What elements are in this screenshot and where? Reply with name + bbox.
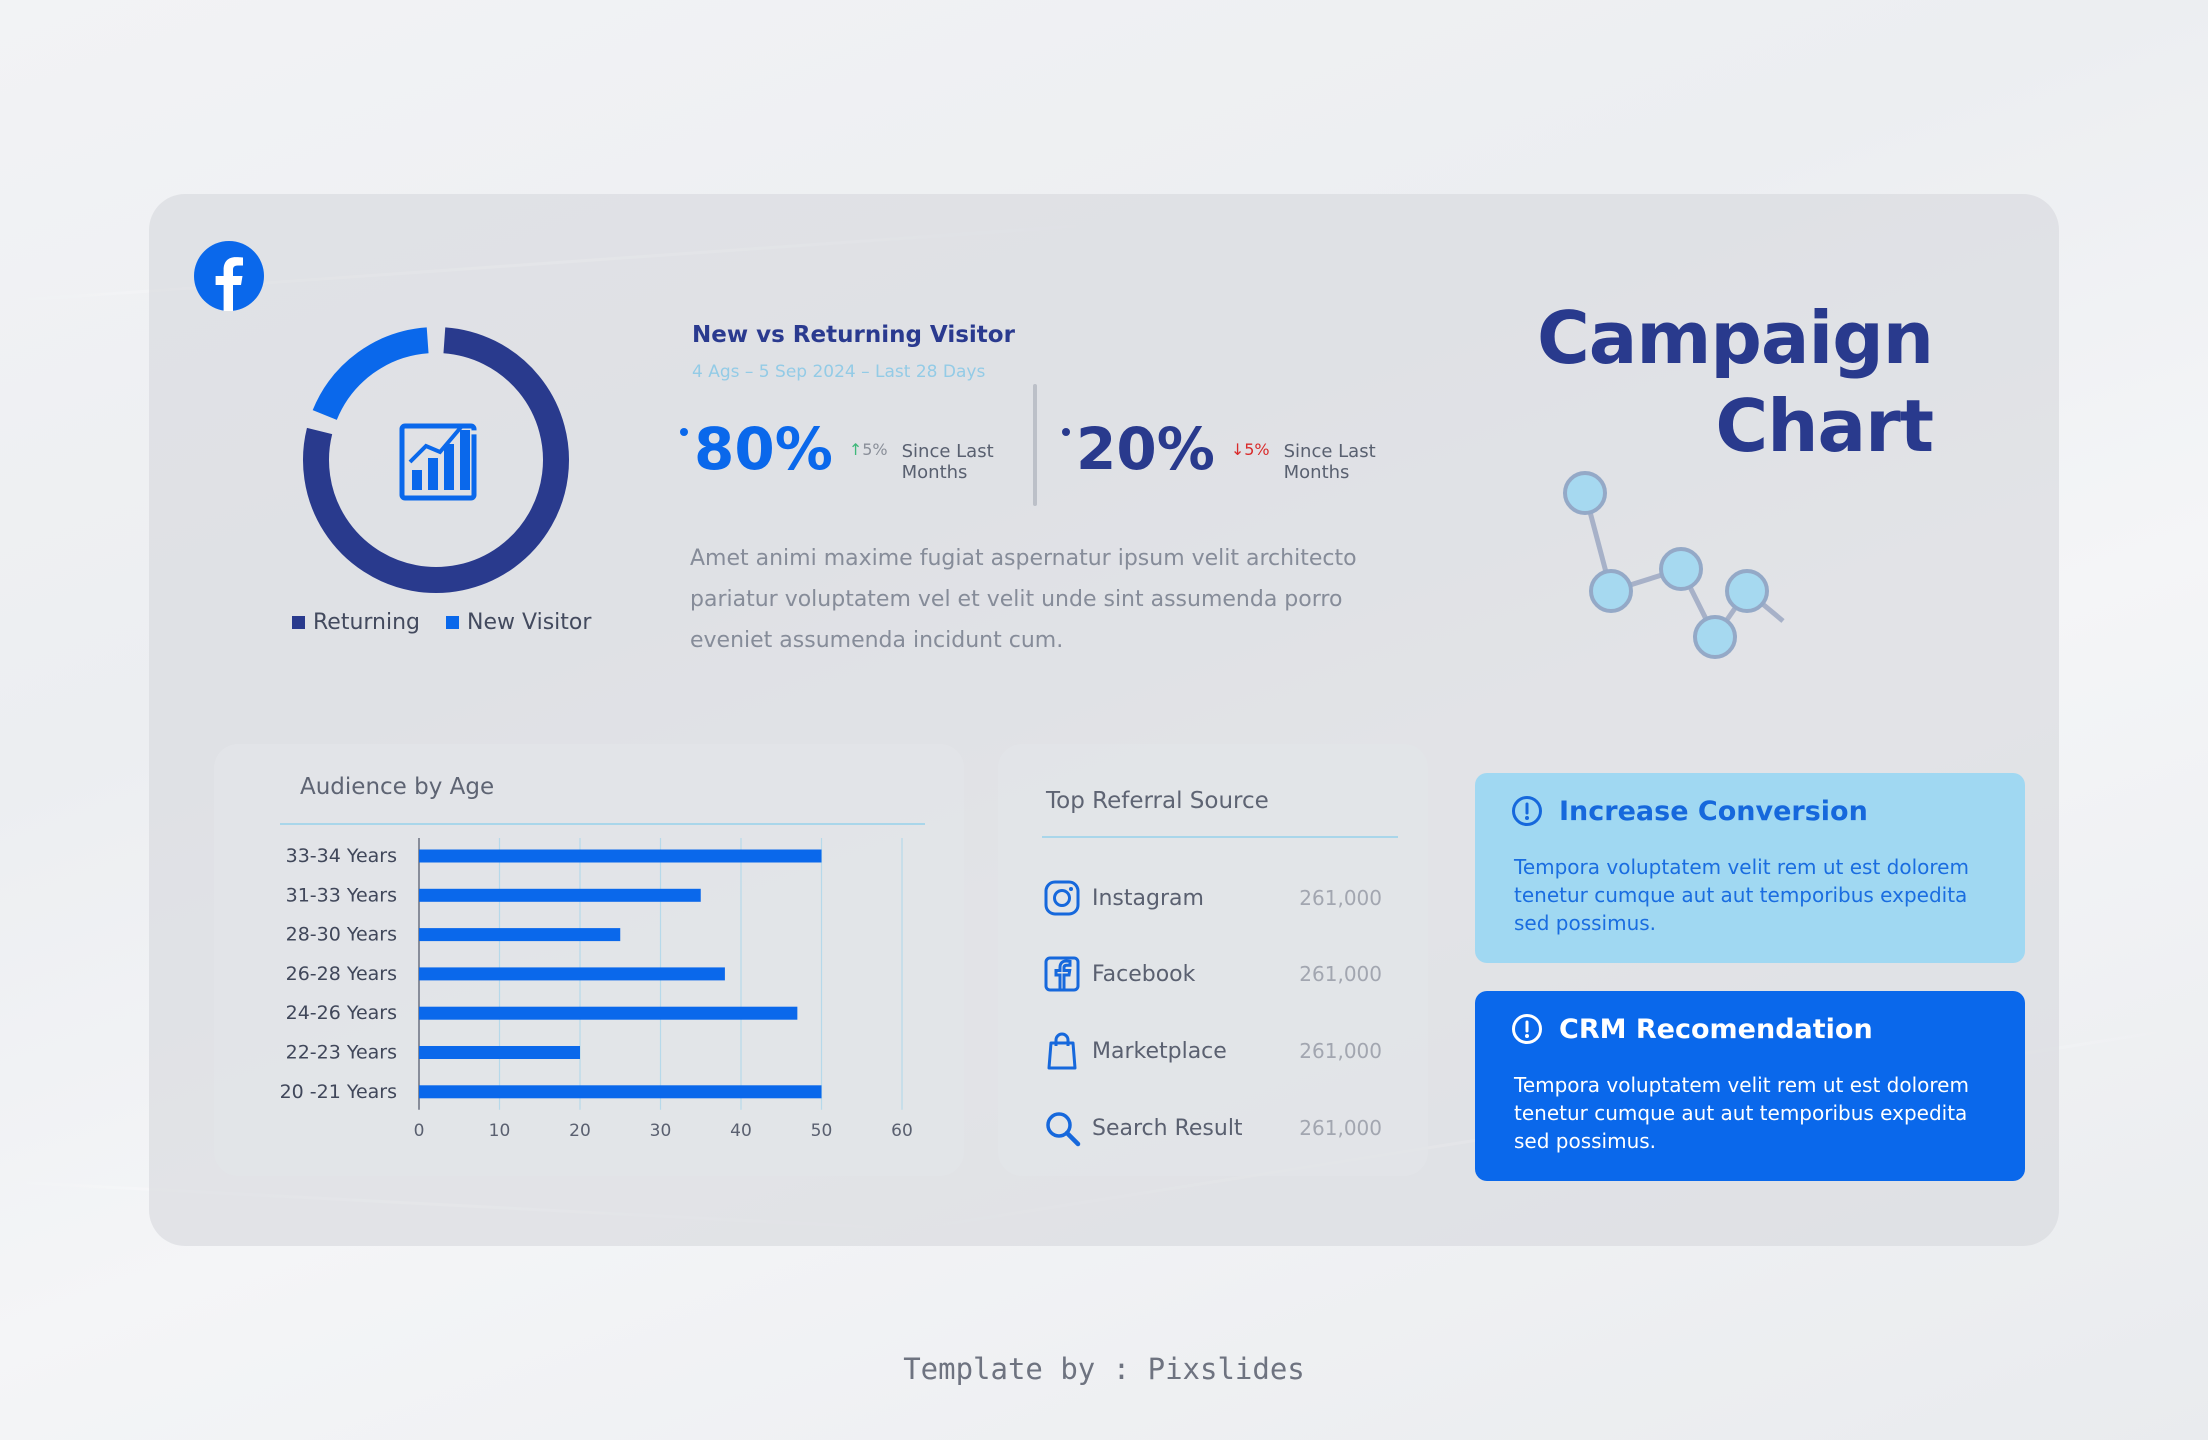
stat-returning: 20% ↓5% Since Last Months [1062,420,1384,483]
stat-value: 20% [1076,415,1215,483]
stat-change: ↓5% [1230,440,1270,459]
shopping-bag-icon [1047,1032,1077,1070]
y-category-label: 26-28 Years [286,963,397,985]
alert-circle-icon [1512,796,1542,826]
y-category-label: 28-30 Years [286,924,397,946]
stat-new-visitor: 80% ↑5% Since Last Months [680,420,1002,483]
crm-recommendation-card: CRM Recomendation Tempora voluptatem vel… [1475,991,2025,1181]
visitor-description: Amet animi maxime fugiat aspernatur ipsu… [690,546,1357,653]
donut-slice-new-visitor [312,327,429,421]
molecule-decoration-icon [1563,471,1785,659]
bar-3 [419,967,725,981]
bar-1 [419,888,701,902]
bar-4 [419,1006,798,1020]
bar-6 [419,1085,822,1099]
y-category-label: 20 -21 Years [280,1081,397,1103]
facebook-icon [1044,956,1080,992]
visitor-title: New vs Returning Visitor [692,322,1015,348]
donut-legend: Returning New Visitor [292,610,591,635]
x-tick-label: 60 [891,1121,913,1141]
donut-slice-returning [303,327,569,593]
referral-value: 261,000 [1299,1116,1382,1140]
alert-circle-icon [1512,1014,1542,1044]
y-category-label: 22-23 Years [286,1042,397,1064]
stat-value: 80% [694,415,833,483]
search-icon [1046,1112,1081,1147]
x-tick-label: 20 [569,1121,591,1141]
referral-name: Search Result [1092,1115,1243,1141]
recommendation-body: Tempora voluptatem velit rem ut est dolo… [1514,855,1969,935]
referral-name: Marketplace [1092,1038,1227,1064]
x-tick-label: 30 [650,1121,672,1141]
y-category-label: 24-26 Years [286,1002,397,1024]
referral-title: Top Referral Source [1046,788,1269,814]
age-bar-chart: 0 10 20 30 40 50 60 33-34 Years 31-33 Years 28-30… [280,838,913,1141]
referral-card: Top Referral Source Instagram 261,000 Fa… [998,744,1428,1176]
recommendation-title: Increase Conversion [1559,795,1868,827]
referral-row-instagram[interactable]: Instagram 261,000 [1042,875,1382,921]
referral-value: 261,000 [1299,886,1382,910]
stat-note: Since Last Months [1283,441,1376,483]
visitor-date-range: 4 Ags – 5 Sep 2024 – Last 28 Days [692,362,986,382]
y-category-label: 31-33 Years [286,884,397,906]
age-title-divider [280,823,925,825]
referral-row-search-result[interactable]: Search Result 261,000 [1042,1105,1382,1151]
y-category-label: 33-34 Years [286,845,397,867]
recommendation-title: CRM Recomendation [1559,1013,1873,1045]
bar-0 [419,849,822,863]
increase-conversion-card: Increase Conversion Tempora voluptatem v… [1475,773,2025,963]
referral-divider [1042,836,1398,838]
stat-divider [1033,384,1037,506]
referral-name: Instagram [1092,885,1204,911]
audience-by-age-card: Audience by Age 0 10 20 30 40 50 60 33-34 Years… [214,744,964,1176]
campaign-title: Campaign Chart [1536,296,1934,468]
bar-chart-icon [399,423,477,501]
x-tick-label: 10 [489,1121,511,1141]
age-chart-title: Audience by Age [300,774,495,800]
visitor-donut-chart [298,322,574,598]
footer-credit: Template by : Pixslides [903,1352,1305,1386]
x-tick-label: 0 [414,1121,425,1141]
referral-value: 261,000 [1299,962,1382,986]
referral-value: 261,000 [1299,1039,1382,1063]
recommendation-body: Tempora voluptatem velit rem ut est dolo… [1514,1073,1969,1153]
instagram-icon [1044,880,1080,916]
facebook-logo-icon [194,241,264,311]
stat-note: Since Last Months [901,441,994,483]
bar-2 [419,928,621,942]
referral-row-facebook[interactable]: Facebook 261,000 [1042,951,1382,997]
x-tick-label: 40 [730,1121,752,1141]
x-tick-label: 50 [811,1121,833,1141]
bar-5 [419,1046,580,1059]
legend-returning: Returning [292,610,420,635]
legend-new-visitor: New Visitor [446,610,591,635]
referral-row-marketplace[interactable]: Marketplace 261,000 [1042,1028,1382,1074]
referral-name: Facebook [1092,961,1196,987]
stat-change: ↑5% [848,440,888,459]
